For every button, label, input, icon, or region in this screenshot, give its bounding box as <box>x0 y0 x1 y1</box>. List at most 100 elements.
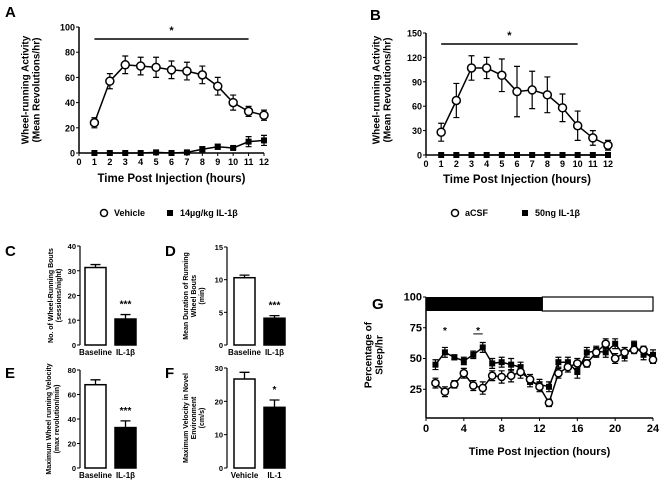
x-tick-label: 11 <box>588 159 598 169</box>
data-point <box>497 70 507 81</box>
data-point <box>259 110 269 120</box>
data-point <box>479 344 486 351</box>
y-axis-title: (max revolution/min) <box>54 385 61 454</box>
data-point <box>572 120 583 131</box>
bar-vehicle <box>233 378 256 469</box>
y-axis-title: Mean Duration of Running <box>183 252 190 340</box>
x-tick-label: 7 <box>184 157 189 167</box>
data-point <box>512 86 522 97</box>
data-point <box>450 379 459 389</box>
light-phase-bar <box>541 296 654 312</box>
x-tick-label: 0 <box>76 157 81 167</box>
data-point <box>89 118 100 128</box>
data-point <box>545 383 552 390</box>
data-point <box>214 143 221 150</box>
data-point <box>497 372 507 382</box>
data-point <box>605 152 611 158</box>
x-tick-label: IL-1β <box>265 348 284 357</box>
y-tick-label: 100 <box>60 23 75 33</box>
y-axis-title: Environment <box>191 396 198 439</box>
data-point <box>478 383 488 393</box>
x-tick-label: 4 <box>138 157 143 167</box>
data-point <box>591 348 601 357</box>
legend-marker <box>99 208 109 218</box>
data-point <box>182 66 192 76</box>
x-tick-label: 2 <box>107 157 112 167</box>
data-point <box>639 345 648 355</box>
data-point <box>557 103 568 113</box>
data-point <box>183 149 190 156</box>
x-tick-label: IL-1β <box>116 348 135 357</box>
panel-label-f: F <box>165 365 174 382</box>
x-tick-label: 6 <box>514 159 519 169</box>
x-tick-label: Baseline <box>228 348 261 357</box>
y-axis-title: Sleep/hr <box>375 335 386 375</box>
data-point <box>555 359 562 366</box>
data-point <box>213 81 223 91</box>
data-point <box>554 368 563 378</box>
x-tick-label: 11 <box>244 157 254 167</box>
data-point <box>650 351 656 358</box>
x-tick-label: 12 <box>533 423 545 435</box>
data-point <box>601 339 611 349</box>
y-tick-label: 10 <box>215 431 223 440</box>
y-tick-label: 20 <box>215 397 223 406</box>
x-tick-label: 8 <box>200 157 205 167</box>
error-bar <box>269 399 280 408</box>
panel-label-a: A <box>5 4 16 21</box>
y-tick-label: 20 <box>68 292 76 301</box>
x-tick-label: 1 <box>439 159 444 169</box>
error-bar <box>120 420 131 428</box>
significance-star: *** <box>120 300 132 311</box>
data-point <box>612 340 619 347</box>
panel-label-g: G <box>372 296 384 313</box>
data-point <box>498 359 505 366</box>
x-tick-label: 16 <box>571 423 583 435</box>
data-point <box>574 152 581 158</box>
y-tick-label: 75 <box>410 322 422 334</box>
data-point <box>648 355 658 365</box>
data-point <box>602 349 609 356</box>
data-point <box>460 357 467 364</box>
data-point <box>261 137 267 144</box>
significance-star: * <box>476 326 480 337</box>
data-point <box>542 90 553 100</box>
bar-baseline <box>233 276 256 346</box>
panel-label-d: D <box>165 243 176 260</box>
data-point <box>453 152 460 158</box>
y-axis-title: Maximum Wheel running Velocity <box>46 363 53 474</box>
y-tick-label: 100 <box>404 292 422 304</box>
data-point <box>451 354 458 361</box>
y-tick-label: 0 <box>72 341 76 350</box>
y-tick-label: 80 <box>65 48 75 58</box>
y-tick-label: 50 <box>410 353 422 365</box>
x-tick-label: 8 <box>545 159 550 169</box>
x-tick-label: 3 <box>469 159 474 169</box>
data-point <box>544 398 554 408</box>
x-tick-label: 20 <box>609 423 621 435</box>
bar-il1 <box>263 317 286 346</box>
data-point <box>489 360 496 367</box>
series-line <box>434 342 653 388</box>
data-point <box>245 138 252 145</box>
y-tick-label: 120 <box>407 53 422 63</box>
series-line <box>93 64 265 124</box>
x-tick-label: 0 <box>423 159 428 169</box>
y-tick-label: 40 <box>68 242 76 251</box>
series-line <box>440 67 609 146</box>
x-tick-label: 24 <box>647 423 660 435</box>
legend-label: 14µg/kg IL-1β <box>180 208 238 218</box>
y-tick-label: 60 <box>412 102 422 112</box>
x-tick-label: IL-1β <box>116 471 135 480</box>
data-point <box>438 152 445 158</box>
y-axis-title: (min) <box>199 287 206 304</box>
panel-label-c: C <box>5 243 16 260</box>
y-axis-title: Percentage of <box>364 321 375 388</box>
y-tick-label: 0 <box>72 464 76 473</box>
y-tick-label: 10 <box>68 316 76 325</box>
y-tick-label: 80 <box>68 366 76 375</box>
y-tick-label: 25 <box>410 384 422 396</box>
data-point <box>151 62 161 73</box>
significance-star: * <box>169 25 174 37</box>
data-point <box>459 368 469 378</box>
